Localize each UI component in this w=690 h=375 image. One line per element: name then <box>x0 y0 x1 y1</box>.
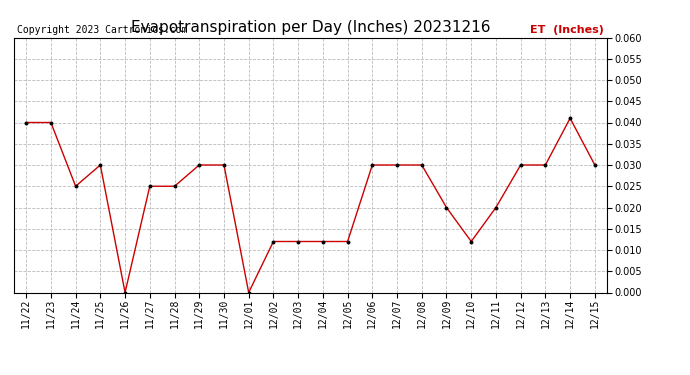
Point <box>540 162 551 168</box>
Point <box>367 162 378 168</box>
Point <box>46 120 57 126</box>
Point <box>119 290 130 296</box>
Point <box>515 162 526 168</box>
Point <box>317 238 328 244</box>
Title: Evapotranspiration per Day (Inches) 20231216: Evapotranspiration per Day (Inches) 2023… <box>130 20 491 35</box>
Point <box>95 162 106 168</box>
Point <box>441 204 452 210</box>
Point <box>169 183 180 189</box>
Point <box>466 238 477 244</box>
Point <box>144 183 155 189</box>
Text: ET  (Inches): ET (Inches) <box>531 25 604 35</box>
Point <box>21 120 32 126</box>
Point <box>391 162 402 168</box>
Point <box>293 238 304 244</box>
Point <box>342 238 353 244</box>
Point <box>564 115 575 121</box>
Point <box>416 162 427 168</box>
Text: Copyright 2023 Cartronics.com: Copyright 2023 Cartronics.com <box>17 25 187 35</box>
Point <box>194 162 205 168</box>
Point <box>268 238 279 244</box>
Point <box>491 204 502 210</box>
Point <box>70 183 81 189</box>
Point <box>219 162 230 168</box>
Point <box>589 162 600 168</box>
Point <box>243 290 254 296</box>
